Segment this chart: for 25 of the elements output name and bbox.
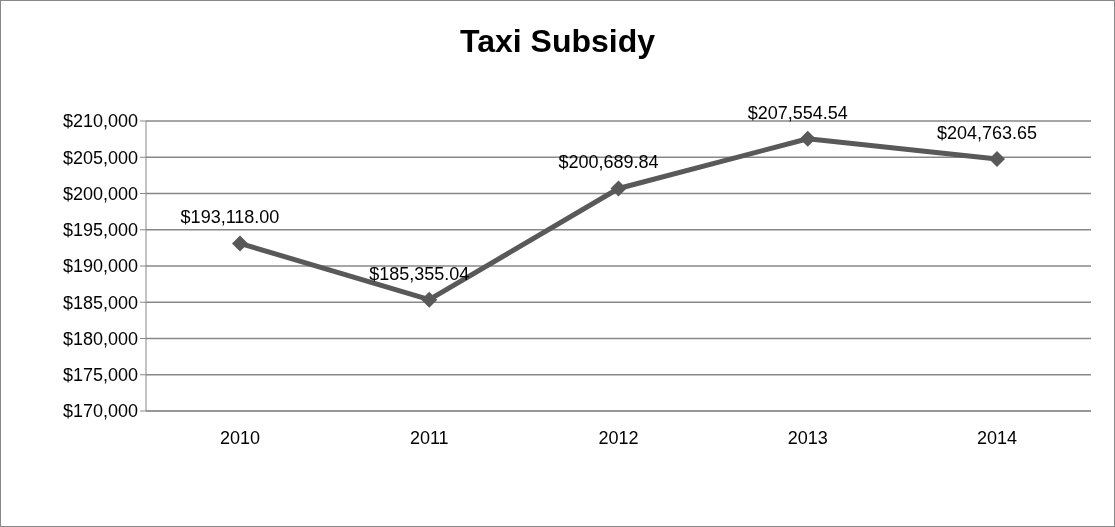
x-tick-label: 2010 [219,427,261,448]
data-label: $207,554.54 [747,102,848,123]
data-label: $204,763.65 [936,122,1038,143]
x-tick-label: 2014 [976,427,1018,448]
data-label: $185,355.04 [369,263,470,284]
point [610,180,627,197]
y-tick-label: $170,000 [62,401,138,422]
y-tick-label: $175,000 [62,365,138,386]
x-tick-label: 2012 [598,427,639,448]
x-tick-label: 2011 [409,427,449,448]
y-tick-label: $195,000 [62,220,138,241]
y-tick-label: $210,000 [62,111,138,132]
data-label: $200,689.84 [558,152,659,173]
point [799,130,816,147]
x-tick-label: 2013 [787,427,828,448]
y-tick-label: $190,000 [62,256,138,277]
y-tick-label: $205,000 [62,147,138,168]
data-label: $193,118.00 [180,207,280,228]
point [989,150,1005,167]
y-tick-label: $200,000 [62,183,138,204]
point [232,235,248,252]
y-tick-label: $185,000 [62,292,138,313]
chart-title: Taxi Subsidy [459,23,656,60]
y-tick-label: $180,000 [62,328,138,349]
point [421,291,438,308]
